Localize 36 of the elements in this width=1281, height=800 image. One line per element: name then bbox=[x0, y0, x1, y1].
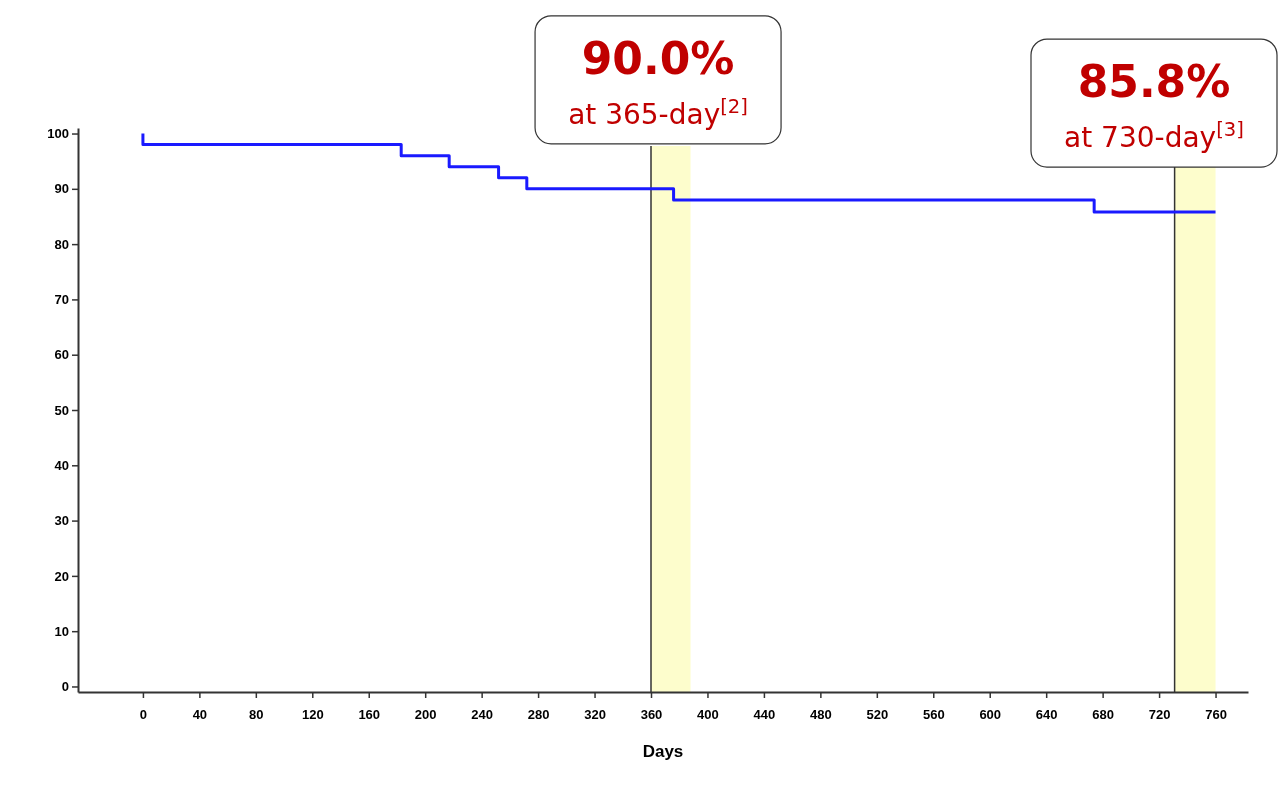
y-tick-label: 50 bbox=[54, 402, 69, 418]
x-tick-label: 560 bbox=[922, 707, 945, 723]
x-tick-label: 120 bbox=[301, 707, 324, 723]
x-tick-label: 480 bbox=[810, 707, 832, 723]
x-tick-label: 200 bbox=[414, 707, 437, 723]
x-tick-label: 520 bbox=[866, 707, 889, 723]
x-tick-label: 440 bbox=[753, 707, 776, 723]
y-tick-label: 70 bbox=[54, 292, 69, 308]
annotation: 90.0% bbox=[581, 32, 735, 84]
annotation: 85.8% bbox=[1077, 56, 1231, 108]
y-tick-label: 10 bbox=[54, 623, 69, 639]
x-tick-label: 600 bbox=[979, 707, 1002, 723]
x-tick-label: 640 bbox=[1035, 707, 1058, 723]
y-tick-label: 80 bbox=[54, 236, 69, 252]
x-tick-label: 320 bbox=[584, 707, 606, 723]
x-tick-label: 80 bbox=[249, 707, 264, 723]
x-tick-label: 720 bbox=[1148, 707, 1171, 723]
y-tick-label: 20 bbox=[54, 568, 69, 584]
y-tick-label: 60 bbox=[54, 347, 69, 363]
x-tick-label: 40 bbox=[192, 707, 208, 723]
y-tick-label: 30 bbox=[54, 513, 69, 529]
annotation: at 365-day$^{[2]}$ bbox=[568, 94, 748, 131]
x-tick-label: 0 bbox=[139, 707, 148, 723]
y-tick-label: 100 bbox=[47, 126, 69, 142]
x-tick-label: 760 bbox=[1205, 707, 1227, 723]
x-tick-label: 160 bbox=[358, 707, 381, 723]
x-tick-label: 280 bbox=[527, 707, 550, 723]
x-tick-label: 680 bbox=[1092, 707, 1114, 723]
y-tick-label: 90 bbox=[54, 181, 69, 197]
y-tick-label: 40 bbox=[54, 457, 69, 473]
x-tick-label: 240 bbox=[471, 707, 493, 723]
annotation: at 730-day$^{[3]}$ bbox=[1064, 117, 1244, 155]
x-tick-label: 360 bbox=[640, 707, 663, 723]
y-tick-label: 0 bbox=[61, 679, 69, 695]
x-tick-label: 400 bbox=[697, 707, 719, 723]
x-axis-title: Days bbox=[642, 742, 684, 761]
